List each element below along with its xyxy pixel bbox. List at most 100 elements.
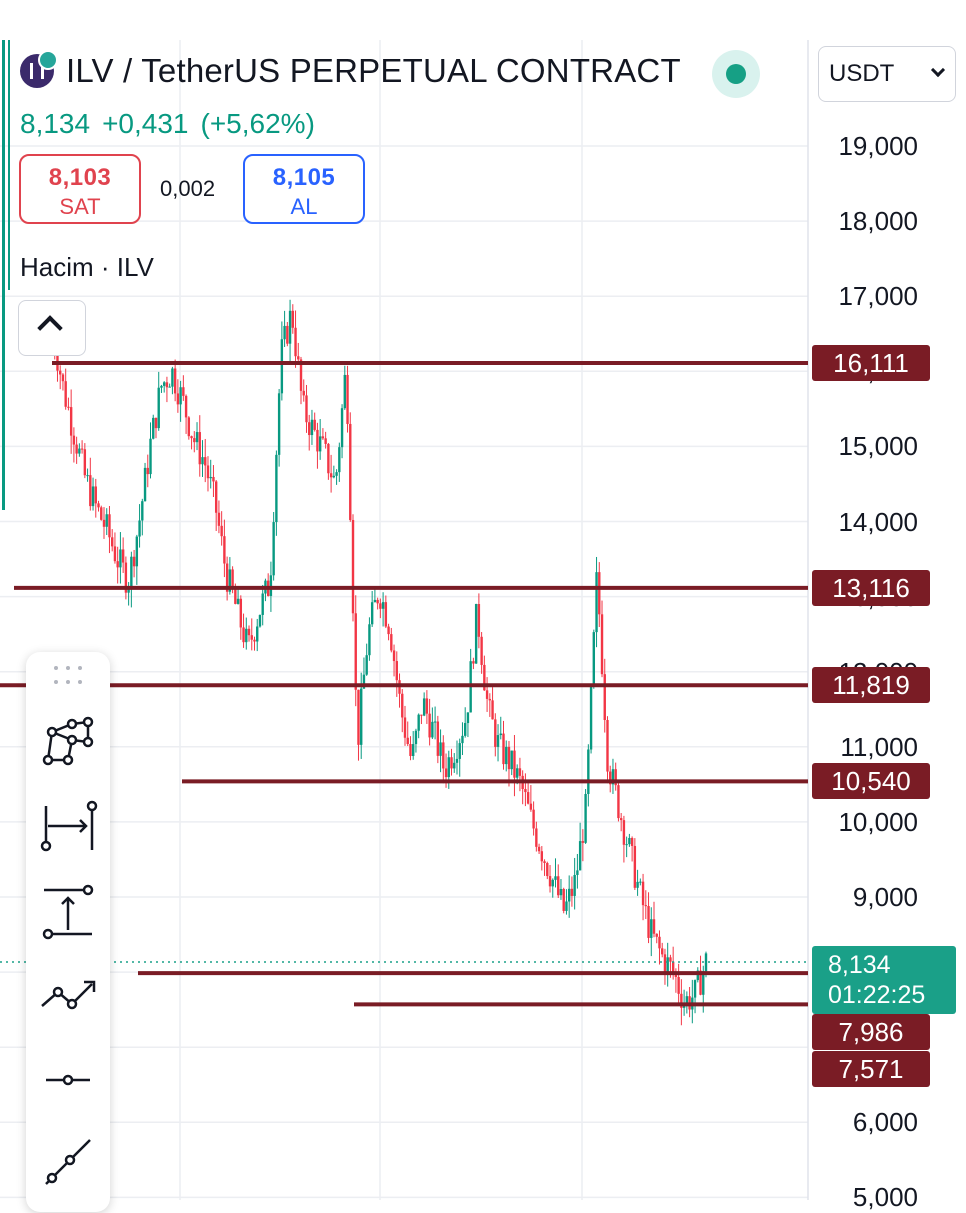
candle: [272, 522, 275, 576]
candle: [349, 423, 352, 520]
trend-line-icon[interactable]: [38, 1132, 98, 1192]
candle: [162, 382, 166, 386]
candle: [365, 655, 368, 675]
candle: [373, 599, 377, 603]
horizontal-ray-icon[interactable]: [38, 1050, 98, 1110]
candle: [537, 846, 541, 852]
level-price-tag[interactable]: 7,571: [812, 1051, 930, 1087]
candle: [152, 417, 155, 439]
candle: [231, 569, 234, 590]
candle: [100, 507, 103, 520]
candle: [420, 714, 423, 716]
candle: [600, 614, 604, 675]
pattern-tool-icon[interactable]: [38, 712, 98, 772]
volume-indicator-label[interactable]: Hacim · ILV: [20, 252, 154, 282]
price-range-icon[interactable]: [38, 882, 98, 942]
candle: [214, 481, 218, 513]
level-price-tag[interactable]: 7,986: [812, 1014, 930, 1050]
candle: [414, 730, 418, 745]
candle: [661, 948, 664, 955]
candle: [362, 674, 366, 689]
candle: [75, 444, 78, 454]
candle: [275, 454, 278, 523]
candle: [567, 888, 571, 902]
buy-button[interactable]: 8,105 AL: [243, 154, 365, 224]
price-axis-tick: 10,000: [838, 806, 918, 837]
candle: [647, 906, 650, 938]
candle: [431, 721, 434, 738]
candle: [157, 387, 160, 429]
candle: [606, 719, 609, 772]
candle: [524, 789, 527, 793]
candle: [589, 686, 593, 750]
candle: [102, 519, 106, 527]
level-price-tag[interactable]: 16,111: [812, 344, 930, 381]
drag-handle-icon[interactable]: [54, 666, 82, 688]
date-range-icon[interactable]: [38, 798, 98, 858]
candle: [111, 537, 114, 547]
candle: [61, 374, 65, 382]
level-price-tag[interactable]: 10,540: [812, 763, 930, 800]
candle: [526, 792, 530, 804]
candle: [351, 519, 355, 614]
candle: [595, 572, 598, 633]
candle: [554, 876, 557, 880]
candle: [403, 717, 407, 738]
sell-label: SAT: [59, 194, 101, 219]
candle: [121, 549, 125, 563]
candle: [253, 639, 256, 642]
candle: [313, 419, 316, 430]
candle: [483, 664, 486, 691]
currency-select[interactable]: USDT: [818, 46, 956, 102]
candle: [663, 954, 667, 973]
candle: [573, 874, 576, 896]
candle: [217, 512, 221, 526]
candle: [308, 422, 311, 436]
candle: [488, 698, 492, 701]
candle: [409, 744, 412, 757]
price-axis-tick: 5,000: [852, 1182, 918, 1213]
candle: [78, 448, 81, 454]
sell-button[interactable]: 8,103 SAT: [19, 154, 141, 224]
candle: [532, 809, 535, 829]
candle: [609, 771, 612, 785]
candle: [168, 386, 171, 388]
candle: [633, 845, 637, 888]
candle: [105, 514, 108, 527]
candle: [316, 429, 319, 452]
candle: [165, 382, 169, 388]
level-price-tag[interactable]: 13,116: [812, 569, 930, 606]
candle: [176, 393, 180, 405]
symbol-title[interactable]: ILV / TetherUS PERPETUAL CONTRACT: [66, 52, 681, 89]
candle: [146, 467, 149, 475]
candle: [332, 475, 336, 478]
price-axis-tick: 18,000: [838, 206, 918, 237]
candle: [160, 385, 163, 388]
level-price-tag[interactable]: 11,819: [812, 667, 930, 704]
candle: [639, 881, 642, 883]
candle: [461, 735, 464, 744]
candle: [64, 381, 67, 407]
market-open-dot-icon[interactable]: [712, 50, 760, 98]
candle: [641, 881, 645, 906]
candle: [444, 768, 448, 778]
candle: [630, 837, 634, 846]
buy-label: AL: [290, 194, 318, 219]
price-change-pct: (+5,62%): [200, 108, 315, 139]
candle: [108, 514, 111, 538]
path-tool-icon[interactable]: [38, 964, 98, 1024]
candle: [685, 996, 689, 1006]
candle: [669, 957, 672, 962]
candle: [171, 368, 174, 387]
collapse-button[interactable]: [18, 300, 86, 356]
candle: [283, 325, 286, 340]
candle: [94, 486, 97, 504]
candle: [510, 750, 513, 770]
candle: [436, 721, 440, 756]
candle: [570, 888, 574, 896]
candle: [239, 598, 243, 628]
candle: [89, 475, 92, 507]
candle: [502, 733, 505, 765]
